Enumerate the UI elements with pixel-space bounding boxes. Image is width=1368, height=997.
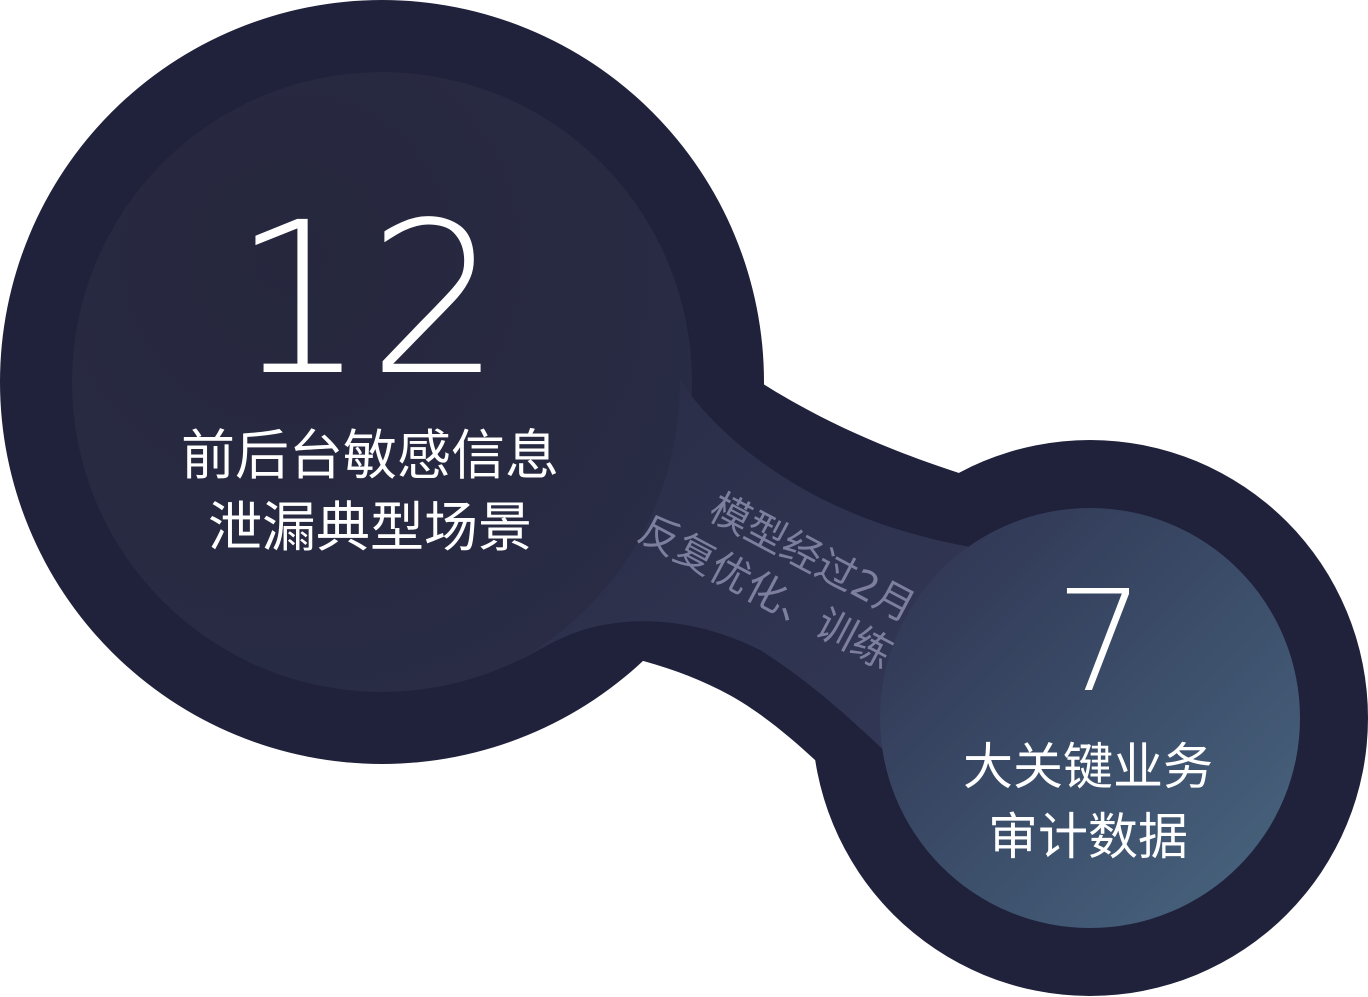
left-stat-value: 12 [232,177,503,422]
right-stat-value: 7 [1055,561,1144,724]
right-stat-label-line2: 审计数据 [988,808,1188,866]
right-stat: 7 大关键业务 审计数据 [963,561,1213,866]
inner-shapes [72,72,1300,928]
right-stat-label-line1: 大关键业务 [963,738,1213,796]
left-stat-label-line1: 前后台敏感信息 [181,424,559,487]
inner-circle-right [880,508,1300,928]
left-stat: 12 前后台敏感信息 泄漏典型场景 [181,177,559,559]
inner-circle-left [72,72,692,692]
left-stat-label-line2: 泄漏典型场景 [208,496,532,559]
